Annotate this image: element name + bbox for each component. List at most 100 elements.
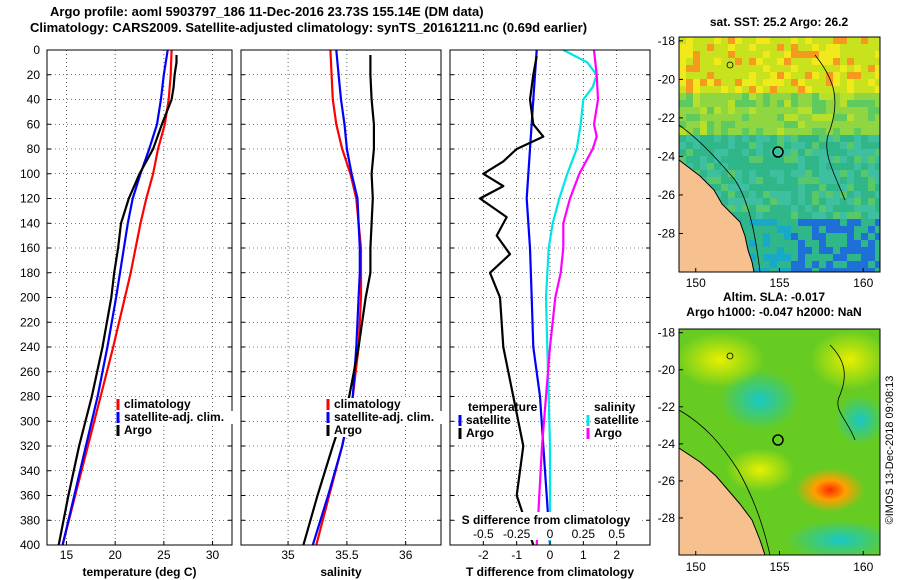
sla-lat-tick-label: -18 — [658, 326, 676, 340]
x-axis-label-top: S difference from climatology — [462, 513, 631, 527]
depth-tick-label: 100 — [20, 167, 40, 181]
sla-lat-tick-label: -26 — [658, 474, 676, 488]
depth-tick-label: 400 — [20, 538, 40, 552]
sla-lon-tick-label: 160 — [853, 560, 873, 574]
x-axis-label: temperature (deg C) — [82, 565, 196, 579]
depth-tick-label: 120 — [20, 192, 40, 206]
series-line-temperature-satellite — [525, 49, 552, 546]
s-tick-label: 0 — [547, 527, 554, 541]
salinity-profile: 35 35.5 36 salinity climatologysatellite-adj… — [240, 49, 468, 579]
figure-title-line1: Argo profile: aoml 5903797_186 11-Dec-20… — [50, 4, 484, 19]
series-line-satellite-adj-clim- — [61, 49, 169, 546]
legend-label: satellite — [466, 413, 511, 427]
x-tick-label: -1 — [511, 548, 522, 562]
depth-tick-label: 80 — [27, 142, 41, 156]
s-tick-label: 0.5 — [608, 527, 625, 541]
sst-lat-tick-label: -22 — [658, 111, 676, 125]
sst-lat-tick-label: -26 — [658, 188, 676, 202]
x-tick-label: 2 — [613, 548, 620, 562]
x-tick-label: 1 — [580, 548, 587, 562]
x-tick-label: 0 — [547, 548, 554, 562]
depth-tick-label: 20 — [27, 68, 41, 82]
watermark: ©IMOS 13-Dec-2018 09:08:13 — [884, 376, 896, 525]
sst-lat-tick-label: -24 — [658, 149, 676, 163]
x-tick-label: 15 — [60, 548, 74, 562]
x-tick-label: 30 — [206, 548, 220, 562]
legend-label: Argo — [124, 423, 152, 437]
sla-lon-tick-label: 155 — [769, 560, 789, 574]
sst-map — [679, 37, 880, 272]
legend-label: satellite — [594, 413, 639, 427]
depth-tick-label: 300 — [20, 414, 40, 428]
series-line-argo — [57, 55, 178, 546]
legend-label: climatology — [334, 397, 401, 411]
sla-map — [679, 329, 880, 555]
depth-tick-label: 0 — [33, 43, 40, 57]
depth-tick-label: 160 — [20, 241, 40, 255]
sla-lat-tick-label: -22 — [658, 400, 676, 414]
sst-lat-tick-label: -20 — [658, 72, 676, 86]
series-line-salinity-satellite — [544, 49, 598, 545]
sst-lon-tick-label: 150 — [686, 276, 706, 290]
temperature-profile: 15 20 25 30 temperature (deg C) climatologysa… — [46, 49, 258, 579]
depth-tick-label: 40 — [27, 93, 41, 107]
sla-map-subtitle: Argo h1000: -0.047 h2000: NaN — [686, 305, 861, 319]
depth-tick-label: 380 — [20, 513, 40, 527]
sla-map-title: Altim. SLA: -0.017 — [723, 290, 825, 304]
depth-tick-label: 240 — [20, 340, 40, 354]
s-tick-label: 0.25 — [572, 527, 596, 541]
argo-location-marker-sst — [772, 146, 784, 158]
x-tick-label: 35 — [281, 548, 295, 562]
x-axis-label: salinity — [320, 565, 362, 579]
depth-tick-label: 340 — [20, 464, 40, 478]
legend-bg — [332, 398, 407, 411]
x-tick-label: -2 — [478, 548, 489, 562]
sst-isobath — [679, 54, 846, 272]
sla-lat-tick-label: -28 — [658, 511, 676, 525]
series-line-temperature-argo — [478, 56, 545, 546]
legend-bg — [332, 424, 360, 437]
legend-bg — [122, 424, 150, 437]
legend-label: Argo — [334, 423, 362, 437]
sla-lon-tick-label: 150 — [686, 560, 706, 574]
legend-bg — [332, 411, 468, 424]
plot-frame — [46, 49, 233, 546]
series-line-argo — [302, 55, 375, 546]
depth-tick-label: 140 — [20, 216, 40, 230]
depth-tick-label: 60 — [27, 117, 41, 131]
legend-label: climatology — [124, 397, 191, 411]
difference-profile: -2 -1 0 1 2 T difference from climatology temp… — [449, 49, 651, 579]
sla-land — [679, 447, 766, 555]
sst-lon-tick-label: 160 — [853, 276, 873, 290]
series-line-climatology — [315, 49, 363, 546]
x-tick-label: 35.5 — [335, 548, 359, 562]
legend-label: Argo — [594, 426, 622, 440]
figure-title-line2: Climatology: CARS2009. Satellite-adjuste… — [30, 20, 588, 35]
series-line-salinity-argo — [535, 49, 600, 546]
legend-label: Argo — [466, 426, 494, 440]
depth-tick-label: 180 — [20, 266, 40, 280]
sst-lat-tick-label: -18 — [658, 34, 676, 48]
legend-heading-salinity: salinity — [594, 400, 636, 414]
legend-bg — [456, 512, 642, 540]
depth-tick-label: 220 — [20, 315, 40, 329]
s-tick-label: -0.25 — [503, 527, 531, 541]
sst-lat-tick-label: -28 — [658, 226, 676, 240]
sst-lon-tick-label: 155 — [769, 276, 789, 290]
legend-bg — [122, 398, 197, 411]
sst-land — [679, 159, 755, 272]
x-axis-label: T difference from climatology — [466, 565, 634, 579]
argo-location-marker-sla — [772, 434, 784, 446]
legend-label: satellite-adj. clim. — [124, 410, 224, 424]
sla-isobath — [679, 344, 856, 555]
depth-tick-label: 280 — [20, 390, 40, 404]
legend-label: satellite-adj. clim. — [334, 410, 434, 424]
depth-tick-label: 260 — [20, 365, 40, 379]
plot-frame — [240, 49, 442, 546]
depth-tick-label: 320 — [20, 439, 40, 453]
x-tick-label: 20 — [108, 548, 122, 562]
sla-lat-tick-label: -20 — [658, 363, 676, 377]
depth-tick-label: 200 — [20, 291, 40, 305]
depth-tick-label: 360 — [20, 489, 40, 503]
